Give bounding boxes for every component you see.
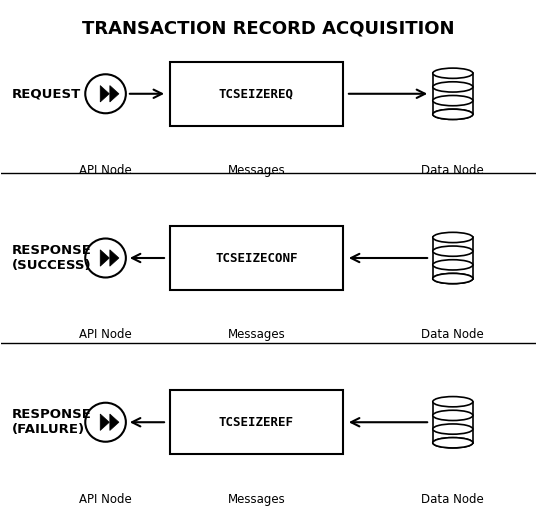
Text: TRANSACTION RECORD ACQUISITION: TRANSACTION RECORD ACQUISITION [82,20,455,37]
Ellipse shape [433,232,473,243]
Bar [170,391,343,454]
Ellipse shape [433,273,473,284]
Ellipse shape [433,273,473,284]
Bar [170,62,343,125]
Text: API Node: API Node [79,164,132,177]
Ellipse shape [433,68,473,78]
Ellipse shape [433,438,473,448]
Text: TCSEIZECONF: TCSEIZECONF [215,251,297,265]
Polygon shape [100,414,110,430]
Bar [433,73,473,115]
Text: RESPONSE
(FAILURE): RESPONSE (FAILURE) [12,408,92,436]
Ellipse shape [433,109,473,119]
Polygon shape [100,250,110,266]
Text: REQUEST: REQUEST [12,87,81,100]
Text: Data Node: Data Node [422,328,484,341]
Ellipse shape [433,424,473,434]
Ellipse shape [433,397,473,407]
Ellipse shape [433,95,473,106]
Text: Data Node: Data Node [422,493,484,506]
Ellipse shape [433,260,473,270]
Text: Messages: Messages [228,493,285,506]
Text: API Node: API Node [79,493,132,506]
Text: API Node: API Node [79,328,132,341]
Text: Messages: Messages [228,164,285,177]
Polygon shape [110,86,119,102]
Text: Data Node: Data Node [422,164,484,177]
Polygon shape [100,86,110,102]
Ellipse shape [433,410,473,421]
Bar [433,401,473,443]
Bar [170,226,343,290]
Bar [433,237,473,279]
Ellipse shape [433,82,473,92]
Text: RESPONSE
(SUCCESS): RESPONSE (SUCCESS) [12,244,92,272]
Ellipse shape [433,246,473,256]
Ellipse shape [433,438,473,448]
Polygon shape [110,414,119,430]
Ellipse shape [433,109,473,119]
Text: TCSEIZEREF: TCSEIZEREF [219,416,294,429]
Text: Messages: Messages [228,328,285,341]
Polygon shape [110,250,119,266]
Text: TCSEIZEREQ: TCSEIZEREQ [219,87,294,100]
